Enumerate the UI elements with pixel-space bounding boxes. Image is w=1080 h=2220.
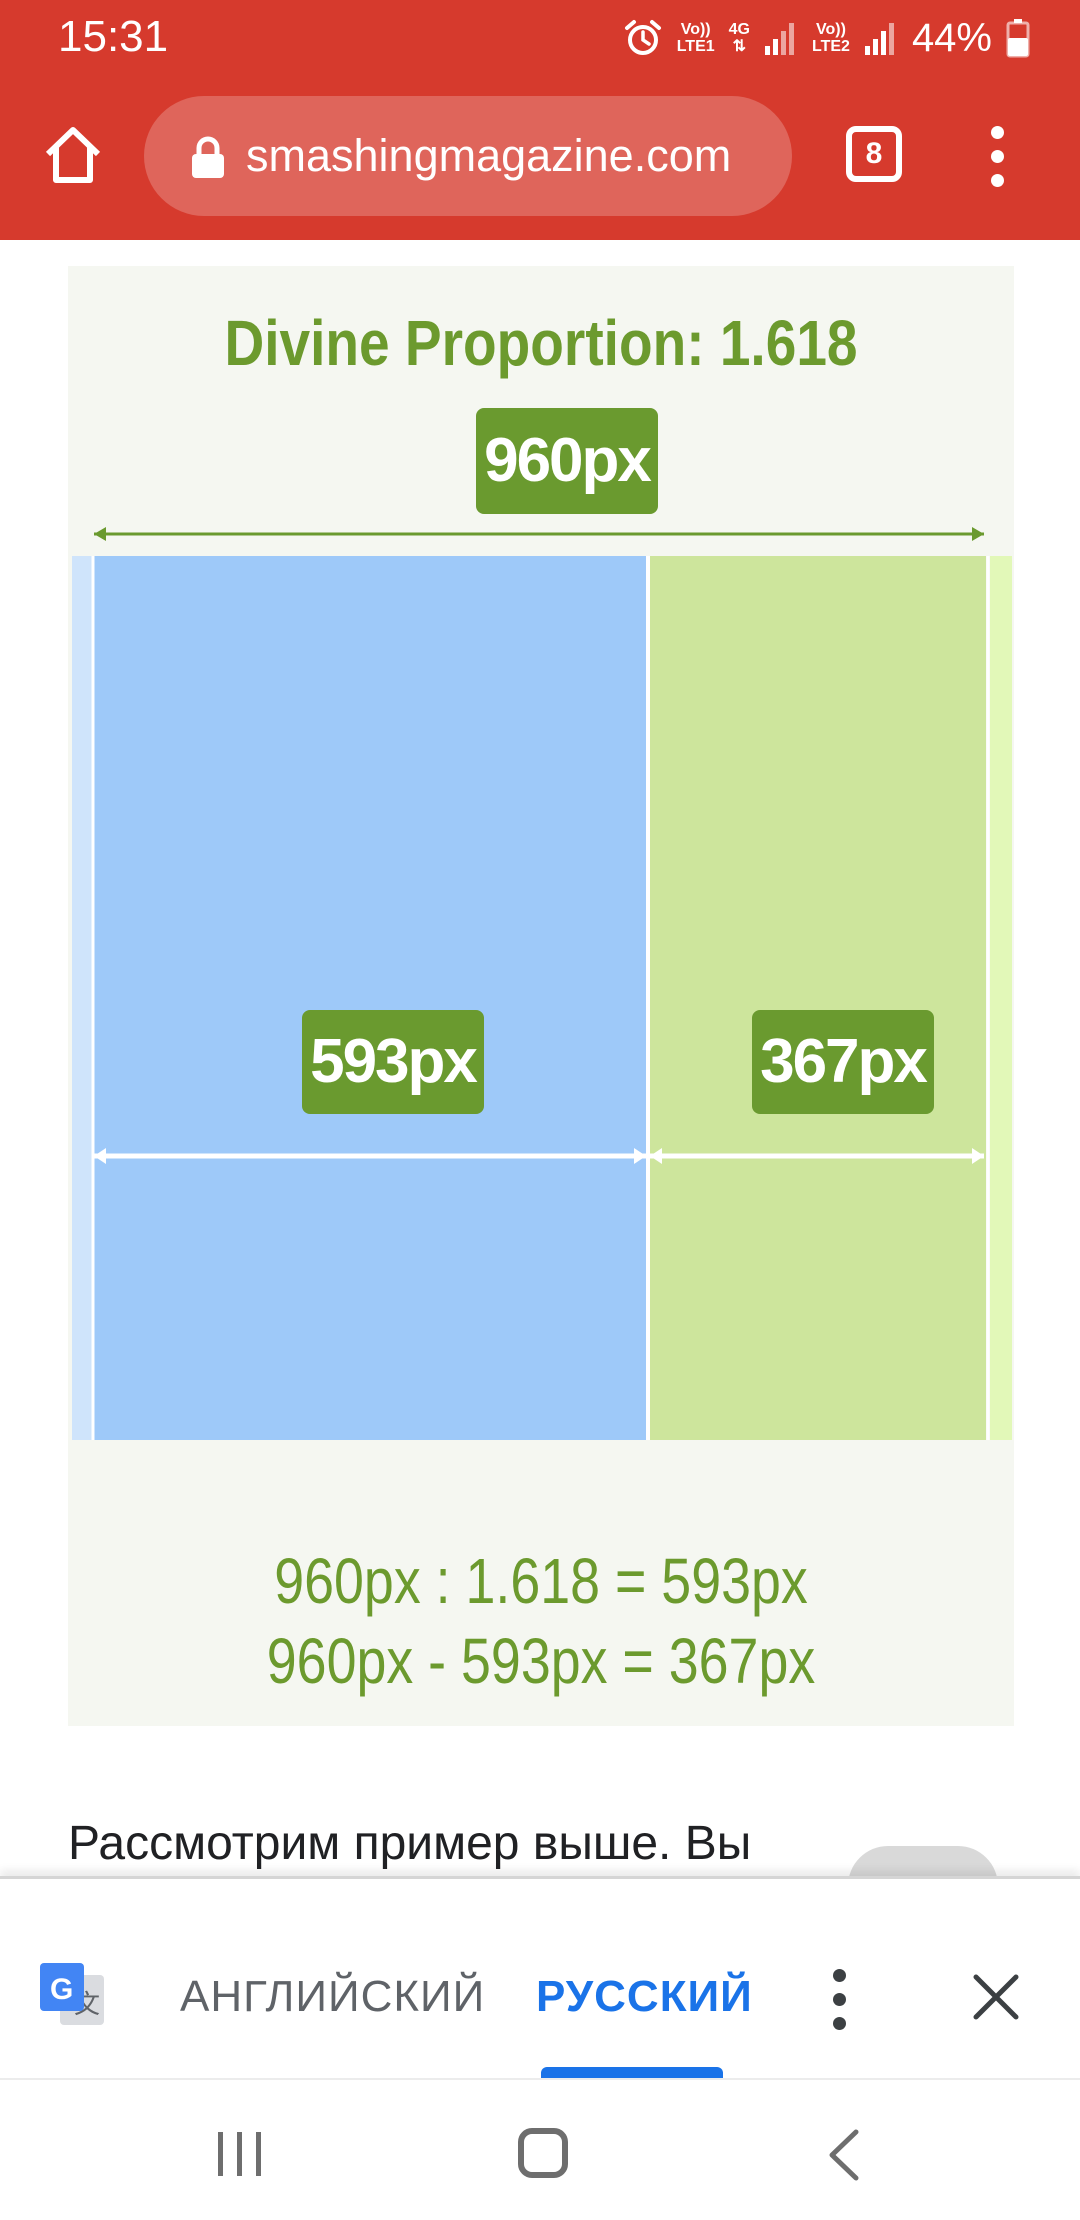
- net1-lte: LTE1: [676, 38, 715, 55]
- total-width-arrow: [94, 527, 984, 541]
- more-vert-icon[interactable]: [978, 122, 1018, 192]
- formula-line-1: 960px : 1.618 = 593px: [274, 1545, 808, 1617]
- close-icon[interactable]: [970, 1971, 1022, 2023]
- net-type: 4G ⇅: [729, 21, 750, 55]
- status-icons: Vo)) LTE1 4G ⇅ Vo)) LTE2: [623, 12, 1030, 64]
- left-gutter: [72, 556, 92, 1440]
- url-bar[interactable]: smashingmagazine.com: [144, 96, 792, 216]
- right-gutter: [990, 556, 1012, 1440]
- selected-tab-indicator: [541, 2067, 723, 2079]
- net1-voice: Vo)): [680, 21, 711, 38]
- formula-line-2: 960px - 593px = 367px: [266, 1625, 816, 1697]
- source-language-tab[interactable]: АНГЛИЙСКИЙ: [180, 1972, 486, 2021]
- net-type-label: 4G: [728, 21, 750, 38]
- more-vert-icon[interactable]: [820, 1965, 860, 2035]
- lock-icon: [192, 136, 224, 178]
- alarm-icon: [624, 20, 661, 55]
- battery-icon: [1006, 19, 1030, 58]
- status-bar: 15:31 Vo)) LTE1 4G ⇅ Vo)): [0, 0, 1080, 80]
- dimension-arrows: [91, 527, 990, 1440]
- sidebar-column: [650, 556, 986, 1440]
- home-icon[interactable]: [38, 120, 108, 190]
- battery-percent: 44%: [911, 15, 992, 60]
- status-time: 15:31: [58, 12, 169, 61]
- signal-icon: [864, 23, 894, 55]
- back-icon[interactable]: [824, 2128, 864, 2182]
- page-content: Divine Proportion: 1.618 960px: [0, 240, 1080, 1880]
- browser-toolbar: smashingmagazine.com 8: [0, 96, 1080, 220]
- right-width-badge: 367px: [752, 1010, 934, 1114]
- target-language-tab[interactable]: РУССКИЙ: [536, 1972, 753, 2021]
- signal-icon: [765, 23, 794, 55]
- left-width-badge: 593px: [302, 1010, 484, 1114]
- home-icon[interactable]: [518, 2128, 568, 2178]
- browser-header: 15:31 Vo)) LTE1 4G ⇅ Vo)): [0, 0, 1080, 240]
- net1-label: Vo)) LTE1: [677, 21, 715, 55]
- url-text[interactable]: smashingmagazine.com: [246, 130, 732, 181]
- translate-bar: 文 G АНГЛИЙСКИЙ РУССКИЙ: [0, 1876, 1080, 2079]
- net2-label: Vo)) LTE2: [812, 21, 850, 55]
- system-nav-bar: [0, 2078, 1080, 2220]
- floating-button-peek[interactable]: [848, 1846, 998, 1880]
- total-width-badge: 960px: [476, 408, 658, 514]
- golden-ratio-figure: Divine Proportion: 1.618 960px: [68, 266, 1014, 1726]
- recent-apps-icon[interactable]: [214, 2130, 266, 2178]
- net2-voice: Vo)): [816, 21, 846, 38]
- svg-text:G: G: [50, 1973, 73, 2006]
- main-column: [94, 556, 646, 1440]
- tabs-button[interactable]: 8: [846, 126, 902, 182]
- article-paragraph: Рассмотрим пример выше. Вы: [68, 1817, 752, 1870]
- figure-title: Divine Proportion: 1.618: [224, 307, 858, 379]
- google-translate-icon[interactable]: 文 G: [38, 1961, 106, 2029]
- right-width-arrow: [650, 1148, 984, 1164]
- net2-lte: LTE2: [812, 38, 850, 55]
- data-arrows-icon: ⇅: [732, 38, 747, 55]
- left-width-arrow: [94, 1148, 646, 1164]
